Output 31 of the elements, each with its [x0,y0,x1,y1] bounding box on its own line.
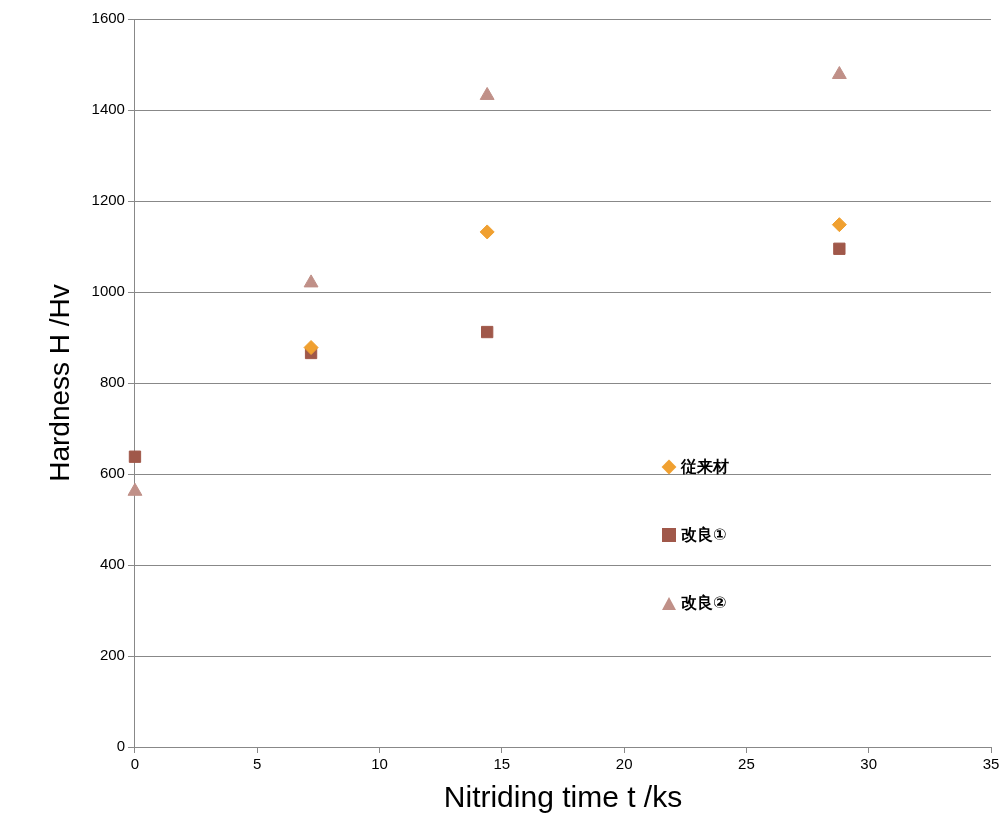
x-tick-label: 10 [371,755,388,773]
y-tick-label: 1600 [91,9,125,27]
x-tick-label: 30 [860,755,878,773]
point [479,86,495,100]
legend-label: 改良② [681,592,727,614]
y-tick-label: 200 [99,646,125,664]
point [128,450,142,463]
x-tick-label: 5 [253,755,262,773]
point [303,340,319,356]
x-tick-label: 0 [130,755,140,773]
y-tick-label: 1400 [91,100,125,118]
point [833,242,846,255]
x-axis-title: Nitriding time t /ks [443,780,683,814]
point [831,66,847,80]
y-tick-label: 400 [99,555,125,573]
legend-label: 改良① [681,524,727,546]
y-tick-label: 600 [99,464,125,482]
x-tick-label: 20 [615,755,633,773]
point [481,325,494,339]
legend-label: 従来材 [681,456,729,478]
y-axis-title: Hardness H /Hv [43,284,75,482]
y-tick-label: 800 [99,373,125,391]
x-tick-label: 35 [982,755,1000,773]
point [831,217,847,233]
x-tick-label: 25 [738,755,755,773]
y-tick-label: 1200 [91,191,125,209]
y-tick-label: 0 [116,737,125,755]
point [479,224,495,240]
point [303,274,319,288]
x-tick-label: 15 [493,755,511,773]
y-tick-label: 1000 [91,282,125,300]
